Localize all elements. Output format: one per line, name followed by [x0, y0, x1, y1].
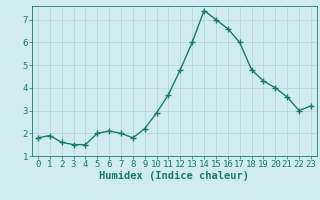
X-axis label: Humidex (Indice chaleur): Humidex (Indice chaleur): [100, 171, 249, 181]
